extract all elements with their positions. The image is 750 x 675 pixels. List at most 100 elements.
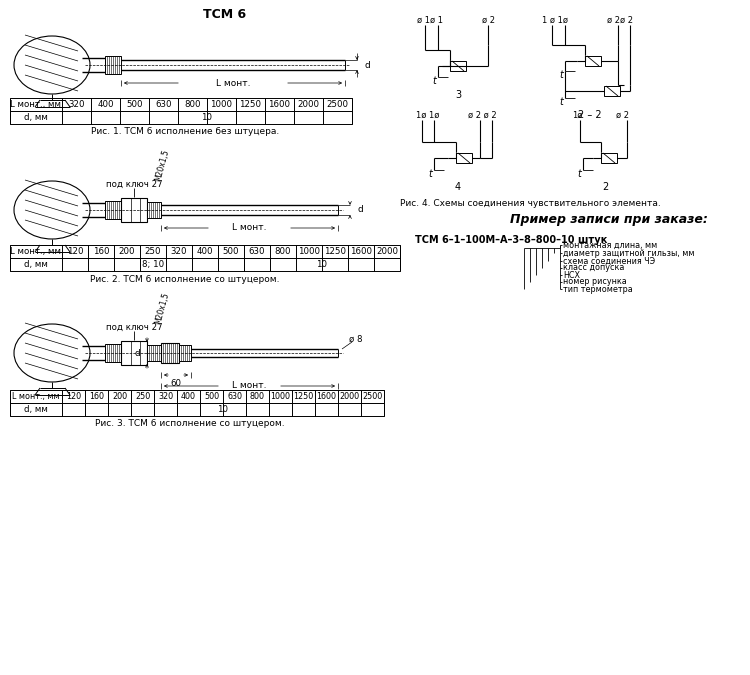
Bar [105, 344, 121, 362]
Text: d, мм: d, мм [24, 260, 48, 269]
Text: 1250: 1250 [239, 100, 262, 109]
Text: d: d [357, 205, 363, 215]
Text: ø 8: ø 8 [350, 335, 363, 344]
Bar [10, 245, 400, 258]
Text: 2500: 2500 [362, 392, 382, 401]
Text: диаметр защитной гильзы, мм: диаметр защитной гильзы, мм [563, 248, 694, 257]
Text: t: t [559, 97, 563, 107]
Text: 200: 200 [112, 392, 127, 401]
Text: 1000: 1000 [211, 100, 232, 109]
Text: ø 2 ø 2: ø 2 ø 2 [468, 111, 496, 119]
Bar [601, 153, 617, 163]
Text: 60: 60 [170, 379, 182, 387]
Text: M20x1,5: M20x1,5 [154, 291, 170, 325]
Text: 200: 200 [118, 247, 135, 256]
Text: L монт.: L монт. [232, 223, 267, 232]
Text: ø 2: ø 2 [482, 16, 494, 24]
Text: 800: 800 [184, 100, 201, 109]
Text: 250: 250 [135, 392, 150, 401]
Text: 1000: 1000 [271, 392, 290, 401]
Text: 10: 10 [316, 260, 328, 269]
Text: L монт., мм: L монт., мм [10, 247, 62, 256]
Text: 4: 4 [455, 182, 461, 192]
Text: 320: 320 [171, 247, 188, 256]
Text: L монт.: L монт. [216, 78, 250, 88]
Bar [604, 86, 620, 96]
Text: t: t [559, 70, 563, 80]
Text: 160: 160 [89, 392, 104, 401]
Text: 3: 3 [455, 90, 461, 100]
Text: 1600: 1600 [316, 392, 337, 401]
Ellipse shape [14, 324, 90, 382]
Bar [10, 403, 384, 416]
Text: d: d [134, 348, 140, 358]
Text: 2: 2 [602, 182, 608, 192]
Bar [10, 111, 352, 124]
Text: Пример записи при заказе:: Пример записи при заказе: [510, 213, 708, 227]
Bar [450, 61, 466, 71]
Text: 800: 800 [250, 392, 265, 401]
Text: Рис. 4. Схемы соединения чувствительного элемента.: Рис. 4. Схемы соединения чувствительного… [400, 198, 660, 207]
Text: t: t [432, 76, 436, 86]
Bar [161, 343, 179, 363]
Text: монтажная длина, мм: монтажная длина, мм [563, 240, 657, 250]
Text: 2000: 2000 [376, 247, 398, 256]
Ellipse shape [14, 36, 90, 94]
Text: 630: 630 [249, 247, 266, 256]
Text: L монт.: L монт. [232, 381, 267, 391]
Text: 630: 630 [227, 392, 242, 401]
Bar [147, 345, 161, 361]
Text: 400: 400 [98, 100, 114, 109]
Bar [121, 198, 147, 222]
Bar [121, 341, 147, 365]
Bar [105, 56, 121, 74]
Text: ø 2: ø 2 [616, 111, 629, 119]
Text: d, мм: d, мм [24, 405, 48, 414]
Text: 8; 10: 8; 10 [142, 260, 164, 269]
Text: 1600: 1600 [268, 100, 290, 109]
Text: 1ø: 1ø [572, 111, 582, 119]
Text: d: d [364, 61, 370, 70]
Text: 400: 400 [196, 247, 213, 256]
Text: ТСМ 6: ТСМ 6 [203, 9, 247, 22]
Text: тип термометра: тип термометра [563, 284, 633, 294]
Bar [10, 98, 352, 111]
Text: 800: 800 [274, 247, 291, 256]
Text: L монт., мм: L монт., мм [10, 100, 62, 109]
Text: номер рисунка: номер рисунка [563, 277, 627, 286]
Text: 120: 120 [66, 392, 81, 401]
Text: 160: 160 [93, 247, 110, 256]
Bar [179, 345, 191, 361]
Text: 320: 320 [68, 100, 85, 109]
Text: 2000: 2000 [340, 392, 359, 401]
Text: 250: 250 [145, 247, 161, 256]
Text: ТСМ 6–1–100М–А–3–8–800–10 штук: ТСМ 6–1–100М–А–3–8–800–10 штук [415, 235, 608, 245]
Text: под ключ 27: под ключ 27 [106, 180, 162, 188]
Text: 1600: 1600 [350, 247, 372, 256]
Text: t: t [428, 169, 432, 179]
Text: M20x1,5: M20x1,5 [154, 148, 170, 182]
Text: Рис. 2. ТСМ 6 исполнение со штуцером.: Рис. 2. ТСМ 6 исполнение со штуцером. [90, 275, 280, 284]
Text: 500: 500 [223, 247, 239, 256]
Text: 1250: 1250 [293, 392, 314, 401]
Text: 1ø 1ø: 1ø 1ø [416, 111, 440, 119]
Text: класс допуска: класс допуска [563, 263, 624, 273]
Text: 2000: 2000 [298, 100, 320, 109]
Text: 1000: 1000 [298, 247, 320, 256]
Text: Рис. 3. ТСМ 6 исполнение со штуцером.: Рис. 3. ТСМ 6 исполнение со штуцером. [95, 419, 285, 429]
Bar [147, 202, 161, 218]
Text: 320: 320 [158, 392, 173, 401]
Text: t: t [577, 169, 581, 179]
Text: d, мм: d, мм [24, 113, 48, 122]
Text: под ключ 27: под ключ 27 [106, 323, 162, 331]
Text: 10: 10 [202, 113, 212, 122]
Text: 2 – 2: 2 – 2 [578, 110, 602, 120]
Ellipse shape [14, 181, 90, 239]
Text: 630: 630 [155, 100, 172, 109]
Bar [10, 390, 384, 403]
Bar [10, 258, 400, 271]
Text: ø 2ø 2: ø 2ø 2 [607, 16, 633, 24]
Text: 2500: 2500 [326, 100, 349, 109]
Text: 1 ø 1ø: 1 ø 1ø [542, 16, 568, 24]
Text: 10: 10 [217, 405, 229, 414]
